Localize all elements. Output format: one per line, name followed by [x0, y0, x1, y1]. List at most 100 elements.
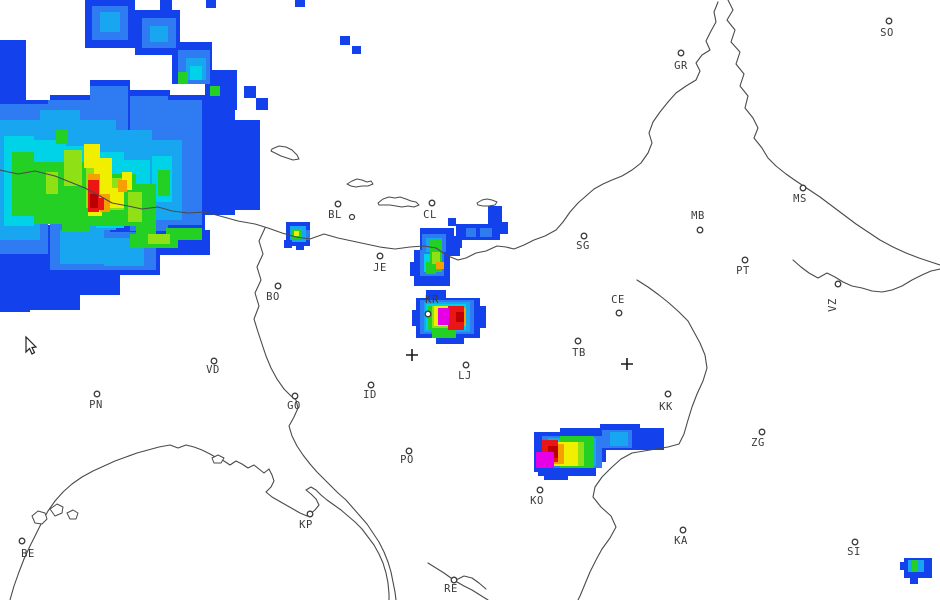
lake-ossiach-outline — [346, 178, 374, 188]
city-label-CE: CE — [611, 294, 625, 306]
city-label-MB: MB — [691, 210, 705, 222]
city-label-KR: KR — [425, 294, 439, 306]
city-label-MS: MS — [793, 193, 807, 205]
radar-cell — [100, 194, 110, 212]
city-marker-MS — [799, 184, 807, 192]
radar-cell — [97, 198, 104, 210]
radar-cell — [436, 262, 444, 269]
city-label-GO: GO — [287, 400, 301, 412]
city-label-JE: JE — [373, 262, 387, 274]
plus-marker — [621, 358, 633, 370]
city-label-PO: PO — [400, 454, 414, 466]
city-label-KP: KP — [299, 519, 313, 531]
radar-cell — [432, 252, 440, 264]
city-label-KO: KO — [530, 495, 544, 507]
radar-blob-nw-precipitation-field — [0, 0, 361, 312]
city-BL: BL — [328, 200, 342, 221]
radar-cell — [206, 0, 216, 8]
lake-klopein-outline — [476, 198, 498, 207]
radar-cell — [466, 228, 476, 237]
radar-cell — [12, 152, 34, 216]
city-KK: KK — [659, 390, 673, 413]
city-label-BO: BO — [266, 291, 280, 303]
city-label-RE: RE — [444, 583, 458, 595]
city-BE: BE — [18, 537, 34, 560]
city-marker-PO — [405, 447, 413, 455]
city-TB: TB — [572, 337, 586, 359]
city-JE: JE — [373, 252, 387, 274]
city-PT: PT — [736, 256, 749, 277]
radar-cell — [912, 560, 918, 572]
city-marker-ZG — [758, 428, 766, 436]
city-marker-PT — [741, 256, 749, 264]
radar-cell — [60, 230, 104, 264]
radar-cell — [158, 170, 170, 196]
city-GO: GO — [287, 392, 301, 412]
radar-cell — [30, 275, 80, 310]
radar-cell — [432, 330, 456, 338]
lagoon-island-4-outline — [211, 454, 225, 464]
city-SO: SO — [880, 17, 893, 39]
city-ZG: ZG — [751, 428, 766, 449]
border-west-italy-border — [253, 227, 397, 600]
radar-cell — [150, 26, 168, 42]
radar-cell — [160, 0, 172, 10]
radar-cell — [426, 290, 446, 302]
radar-blob-blob-ko — [534, 424, 664, 480]
city-CE: CE — [611, 294, 625, 317]
city-PO: PO — [400, 447, 414, 466]
radar-cell — [634, 428, 664, 450]
border-gulf-coast-northwest — [9, 444, 171, 600]
city-marker-KA — [679, 526, 687, 534]
city-label-GR: GR — [674, 60, 688, 72]
city-label-TB: TB — [572, 347, 586, 359]
radar-cell — [112, 188, 124, 208]
city-KA: KA — [674, 526, 687, 547]
city-CL: CL — [423, 199, 436, 221]
border-east-croatia-border — [577, 279, 708, 600]
radar-cell — [476, 306, 486, 328]
radar-cell — [80, 275, 120, 295]
city-KR: KR — [424, 294, 439, 318]
radar-cell — [205, 105, 235, 215]
city-PN: PN — [89, 390, 103, 411]
city-marker-GO — [291, 392, 299, 400]
city-marker-SO — [885, 17, 893, 25]
city-marker-VZ — [834, 280, 842, 288]
lake-woerth-outline — [377, 196, 420, 208]
city-marker-BE — [18, 537, 26, 545]
lagoon-island-3-outline — [66, 509, 79, 520]
lake-bled-dot — [348, 213, 356, 221]
radar-cell — [64, 150, 82, 186]
city-SG: SG — [576, 232, 590, 252]
radar-cell — [410, 262, 422, 276]
city-marker-GR — [677, 49, 685, 57]
city-label-KK: KK — [659, 401, 673, 413]
radar-blob-blob-kr — [412, 290, 486, 344]
city-label-ID: ID — [363, 389, 377, 401]
city-marker-ID — [367, 381, 375, 389]
radar-cell — [340, 36, 350, 45]
city-marker-BL — [334, 200, 342, 208]
city-marker-PN — [93, 390, 101, 398]
city-marker-TB — [574, 337, 582, 345]
radar-cell — [900, 562, 908, 570]
radar-cell — [148, 234, 170, 244]
city-SI: SI — [847, 538, 860, 558]
city-marker-SG — [580, 232, 588, 240]
city-marker-BO — [274, 282, 282, 290]
city-label-PN: PN — [89, 399, 103, 411]
mouse-cursor — [25, 335, 38, 355]
radar-cell — [294, 231, 299, 236]
city-BO: BO — [266, 282, 282, 303]
radar-cell — [178, 72, 188, 84]
radar-cell — [448, 218, 456, 226]
border-ne-hungary-border — [726, 0, 940, 266]
lake-millstatt-outline — [270, 145, 300, 161]
radar-cell — [352, 46, 361, 54]
city-marker-KK — [664, 390, 672, 398]
radar-cell — [284, 240, 292, 248]
city-marker-VD — [210, 357, 218, 365]
city-label-SG: SG — [576, 240, 590, 252]
city-marker-LJ — [462, 361, 470, 369]
